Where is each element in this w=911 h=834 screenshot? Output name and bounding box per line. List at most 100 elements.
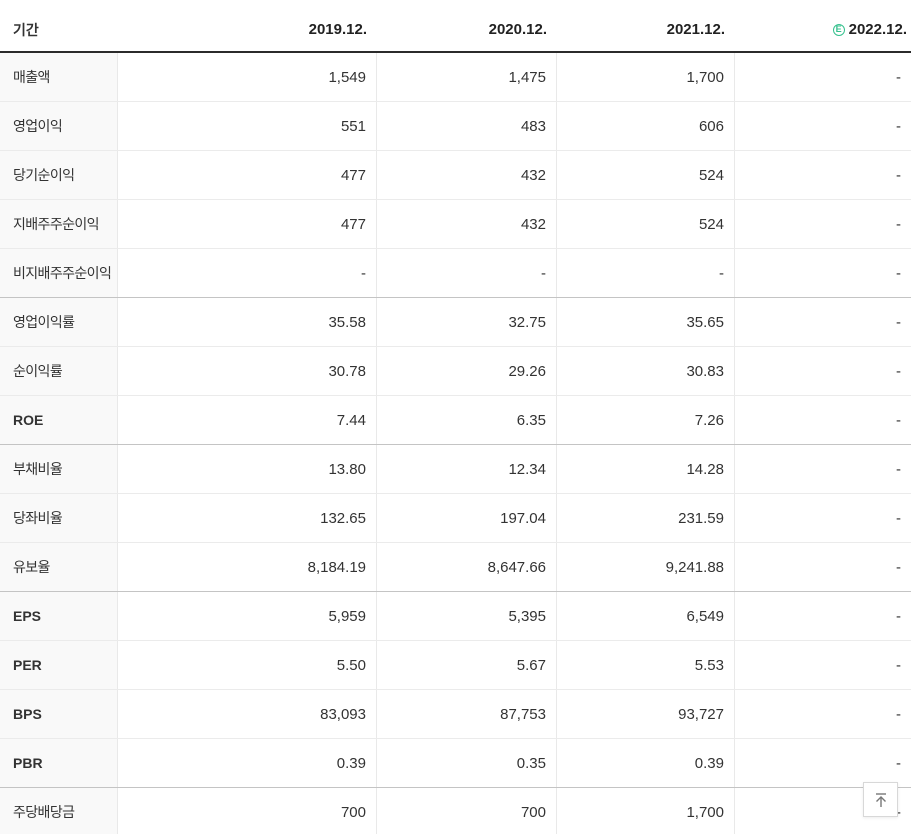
cell-value: - xyxy=(896,215,901,233)
financial-table: 기간 2019.12. 2020.12. 2021.12. E 2022.12.… xyxy=(0,8,911,834)
arrow-up-to-top-icon xyxy=(871,790,891,810)
cell-value: 0.39 xyxy=(118,739,377,787)
column-header-period: 기간 xyxy=(13,21,39,38)
row-label: 주당배당금 xyxy=(0,788,118,834)
table-row: PER 5.50 5.67 5.53 - xyxy=(0,641,911,690)
cell-value: 197.04 xyxy=(377,494,557,542)
cell-value: 87,753 xyxy=(377,690,557,738)
cell-value: 35.58 xyxy=(118,298,377,346)
table-row: BPS 83,093 87,753 93,727 - xyxy=(0,690,911,739)
cell-value: 1,475 xyxy=(377,53,557,101)
table-row: 영업이익률 35.58 32.75 35.65 - xyxy=(0,298,911,347)
row-label: 당좌비율 xyxy=(0,494,118,542)
table-row: EPS 5,959 5,395 6,549 - xyxy=(0,592,911,641)
cell-value: 606 xyxy=(557,102,735,150)
cell-value: 5.53 xyxy=(557,641,735,689)
cell-value: 483 xyxy=(377,102,557,150)
cell-value: 12.34 xyxy=(377,445,557,493)
column-header-2020-12: 2020.12. xyxy=(488,21,547,38)
row-label: 영업이익 xyxy=(0,102,118,150)
cell-value: - xyxy=(896,362,901,380)
row-label: 순이익률 xyxy=(0,347,118,395)
cell-value: 432 xyxy=(377,200,557,248)
column-header-2022-12-label: 2022.12. xyxy=(848,21,907,38)
cell-value: - xyxy=(896,705,901,723)
table-row: 당좌비율 132.65 197.04 231.59 - xyxy=(0,494,911,543)
cell-value: 5.50 xyxy=(118,641,377,689)
row-label: PBR xyxy=(0,739,118,787)
cell-value: - xyxy=(896,607,901,625)
cell-value: - xyxy=(896,558,901,576)
cell-value: 13.80 xyxy=(118,445,377,493)
table-row: PBR 0.39 0.35 0.39- xyxy=(0,739,911,788)
table-row: ROE 7.44 6.35 7.26 - xyxy=(0,396,911,445)
table-row: 당기순이익 477 432 524 - xyxy=(0,151,911,200)
cell-value: 700 xyxy=(377,788,557,834)
scroll-to-top-button[interactable] xyxy=(863,782,898,817)
cell-value: 477 xyxy=(118,200,377,248)
cell-value: 32.75 xyxy=(377,298,557,346)
cell-value: - xyxy=(896,411,901,429)
row-label: 지배주주순이익 xyxy=(0,200,118,248)
cell-value: 551 xyxy=(118,102,377,150)
column-header-2019-12: 2019.12. xyxy=(308,21,367,38)
column-header-2022-12-estimate: E 2022.12. xyxy=(735,21,911,38)
cell-value: 0.39 xyxy=(557,739,735,787)
cell-value: 1,549 xyxy=(118,53,377,101)
row-label: 매출액 xyxy=(0,53,118,101)
cell-value: - xyxy=(557,249,735,297)
cell-value: 8,647.66 xyxy=(377,543,557,591)
row-label: PER xyxy=(0,641,118,689)
cell-value: - xyxy=(896,313,901,331)
cell-value: 93,727 xyxy=(557,690,735,738)
cell-value: 30.78 xyxy=(118,347,377,395)
cell-value: - xyxy=(896,68,901,86)
row-label: BPS xyxy=(0,690,118,738)
cell-value: 83,093 xyxy=(118,690,377,738)
cell-value: 524 xyxy=(557,151,735,199)
table-row: 순이익률 30.78 29.26 30.83 - xyxy=(0,347,911,396)
cell-value: - xyxy=(896,656,901,674)
cell-value: 7.26 xyxy=(557,396,735,444)
cell-value: 14.28 xyxy=(557,445,735,493)
cell-value: 5.67 xyxy=(377,641,557,689)
cell-value: 1,700 xyxy=(557,788,735,834)
row-label: 유보율 xyxy=(0,543,118,591)
cell-value: - xyxy=(896,166,901,184)
cell-value: 231.59 xyxy=(557,494,735,542)
estimate-badge-icon: E xyxy=(832,23,845,36)
cell-value: - xyxy=(896,117,901,135)
cell-value: - xyxy=(896,803,901,821)
cell-value: - xyxy=(896,460,901,478)
cell-value: 9,241.88 xyxy=(557,543,735,591)
cell-value: 35.65 xyxy=(557,298,735,346)
table-body: 매출액 1,549 1,475 1,700- 영업이익 551 483 606- 당기순이익 47… xyxy=(0,53,911,834)
cell-value: - xyxy=(896,754,901,772)
cell-value: 8,184.19 xyxy=(118,543,377,591)
cell-value: - xyxy=(896,509,901,527)
cell-value: 1,700 xyxy=(557,53,735,101)
column-header-2021-12: 2021.12. xyxy=(666,21,725,38)
row-label: 부채비율 xyxy=(0,445,118,493)
table-row: 주당배당금 700 700 1,700- xyxy=(0,788,911,834)
row-label: 당기순이익 xyxy=(0,151,118,199)
cell-value: 524 xyxy=(557,200,735,248)
cell-value: 477 xyxy=(118,151,377,199)
cell-value: - xyxy=(118,249,377,297)
cell-value: 0.35 xyxy=(377,739,557,787)
cell-value: 432 xyxy=(377,151,557,199)
row-label: 영업이익률 xyxy=(0,298,118,346)
row-label: 비지배주주순이익 xyxy=(0,249,118,297)
table-row: 지배주주순이익 477 432 524 - xyxy=(0,200,911,249)
cell-value: - xyxy=(896,264,901,282)
cell-value: 700 xyxy=(118,788,377,834)
cell-value: - xyxy=(377,249,557,297)
table-row: 유보율 8,184.19 8,647.66 9,241.88 - xyxy=(0,543,911,592)
row-label: EPS xyxy=(0,592,118,640)
cell-value: 30.83 xyxy=(557,347,735,395)
cell-value: 6.35 xyxy=(377,396,557,444)
table-row: 비지배주주순이익 - - - - xyxy=(0,249,911,298)
cell-value: 7.44 xyxy=(118,396,377,444)
table-header-row: 기간 2019.12. 2020.12. 2021.12. E 2022.12. xyxy=(0,8,911,53)
